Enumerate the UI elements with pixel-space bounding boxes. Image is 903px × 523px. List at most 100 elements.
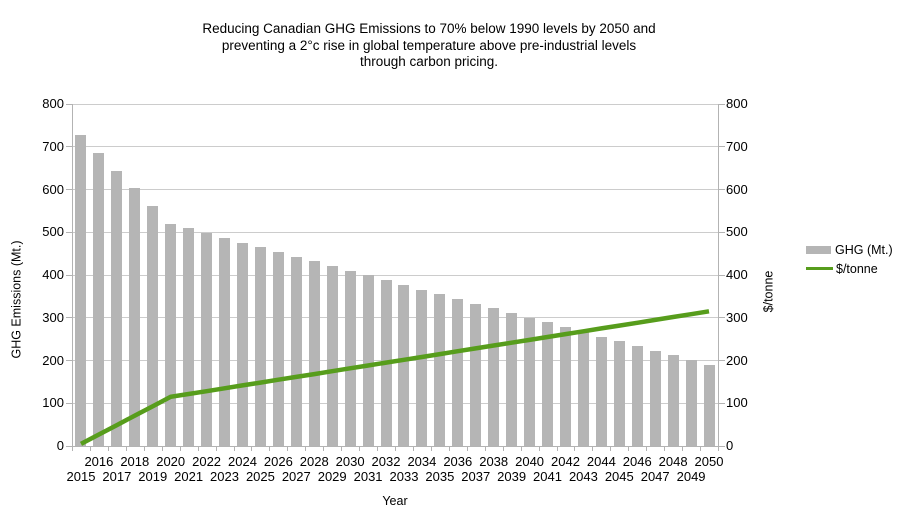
x-tick: [377, 447, 379, 451]
bar-2045: [613, 341, 625, 446]
legend-line-swatch: [806, 267, 833, 270]
right-axis-title: $/tonne: [761, 270, 776, 313]
x-tick: [251, 447, 253, 451]
bar-2049: [685, 360, 697, 446]
y-tick-label-right-700: 700: [726, 138, 748, 154]
x-tick-label-2016: 2016: [84, 454, 114, 469]
x-tick-label-2031: 2031: [353, 469, 383, 484]
legend: GHG (Mt.) $/tonne: [806, 240, 893, 278]
x-tick: [610, 447, 612, 451]
y-tick-label-right-200: 200: [726, 352, 748, 368]
bar-2026: [272, 251, 284, 446]
legend-item-ghg: GHG (Mt.): [806, 240, 893, 259]
x-tick-label-2020: 2020: [156, 454, 186, 469]
bar-2016: [93, 152, 105, 446]
bar-2025: [254, 247, 266, 446]
x-tick: [197, 447, 199, 451]
y-tick-label-left-600: 600: [42, 181, 64, 197]
x-tick: [125, 447, 127, 451]
y-tick-left-800: [66, 103, 72, 105]
gridline-800: [72, 103, 718, 105]
bar-2040: [524, 317, 536, 446]
chart-title-line2: preventing a 2°c rise in global temperat…: [221, 37, 637, 53]
x-tick-label-2028: 2028: [299, 454, 329, 469]
y-tick-right-200: [718, 360, 725, 361]
x-tick-label-2034: 2034: [407, 454, 437, 469]
chart-title: Reducing Canadian GHG Emissions to 70% b…: [96, 21, 762, 71]
bar-2031: [362, 275, 374, 446]
x-tick: [323, 447, 325, 451]
y-tick-label-right-600: 600: [726, 181, 748, 197]
chart-title-line3: through carbon pricing.: [359, 54, 499, 69]
x-tick: [646, 447, 648, 451]
x-tick: [556, 447, 558, 451]
x-tick-label-2046: 2046: [622, 454, 652, 469]
legend-bar-swatch: [806, 245, 831, 254]
bar-2041: [542, 322, 554, 446]
bar-2021: [183, 228, 195, 446]
y-tick-label-left-700: 700: [42, 138, 64, 154]
x-tick: [520, 447, 522, 451]
x-tick-label-2036: 2036: [443, 454, 473, 469]
left-axis-line: [72, 104, 73, 446]
bar-2048: [667, 355, 679, 446]
x-tick-label-2040: 2040: [515, 454, 545, 469]
y-tick-left-700: [66, 146, 72, 148]
bar-2035: [434, 294, 446, 446]
y-tick-right-300: [718, 317, 725, 319]
x-tick-label-2022: 2022: [192, 454, 222, 469]
y-tick-label-left-200: 200: [42, 352, 64, 368]
y-tick-right-700: [718, 146, 725, 148]
bar-2032: [380, 280, 392, 446]
y-tick-label-right-500: 500: [726, 224, 748, 240]
bar-2028: [308, 261, 320, 446]
bar-2023: [219, 237, 231, 446]
y-tick-label-left-500: 500: [42, 224, 64, 240]
bar-2044: [595, 336, 607, 446]
y-tick-label-right-0: 0: [726, 438, 734, 453]
bar-2022: [201, 233, 213, 446]
gridline-500: [72, 231, 718, 233]
x-tick-label-2042: 2042: [551, 454, 580, 469]
x-tick-label-2025: 2025: [245, 469, 275, 484]
x-tick-label-2043: 2043: [568, 469, 598, 484]
x-tick: [89, 447, 91, 451]
x-tick: [664, 447, 666, 451]
x-tick: [700, 447, 702, 451]
bar-2019: [147, 206, 159, 446]
x-tick: [179, 447, 181, 451]
x-tick: [466, 447, 468, 451]
x-tick: [359, 447, 361, 451]
x-tick-label-2027: 2027: [281, 469, 311, 484]
x-tick-label-2030: 2030: [335, 454, 365, 469]
bar-2036: [452, 298, 464, 446]
y-tick-left-400: [66, 274, 72, 276]
x-tick: [287, 447, 289, 451]
x-tick-label-2015: 2015: [66, 469, 96, 484]
x-tick-label-2021: 2021: [174, 469, 204, 484]
y-tick-label-right-400: 400: [726, 267, 748, 282]
bar-2017: [111, 170, 123, 446]
bar-2046: [631, 345, 643, 446]
x-tick-label-2019: 2019: [138, 469, 168, 484]
x-tick: [341, 447, 343, 451]
y-tick-right-400: [718, 274, 725, 276]
x-tick-label-2039: 2039: [497, 469, 527, 484]
y-tick-left-100: [66, 402, 72, 404]
bar-2029: [326, 266, 338, 446]
bar-2020: [165, 223, 177, 446]
y-tick-label-left-400: 400: [42, 267, 64, 282]
x-tick-label-2037: 2037: [461, 469, 491, 484]
bar-2050: [703, 364, 715, 446]
legend-label-price: $/tonne: [836, 261, 878, 276]
x-tick: [269, 447, 271, 451]
x-tick: [72, 447, 73, 451]
y-tick-left-0: [66, 445, 72, 447]
x-tick: [233, 447, 235, 451]
x-axis-line: [72, 446, 719, 447]
y-tick-label-right-800: 800: [726, 96, 748, 111]
x-axis-title: Year: [382, 494, 408, 508]
gridline-700: [72, 146, 718, 148]
x-tick-label-2048: 2048: [658, 454, 688, 469]
